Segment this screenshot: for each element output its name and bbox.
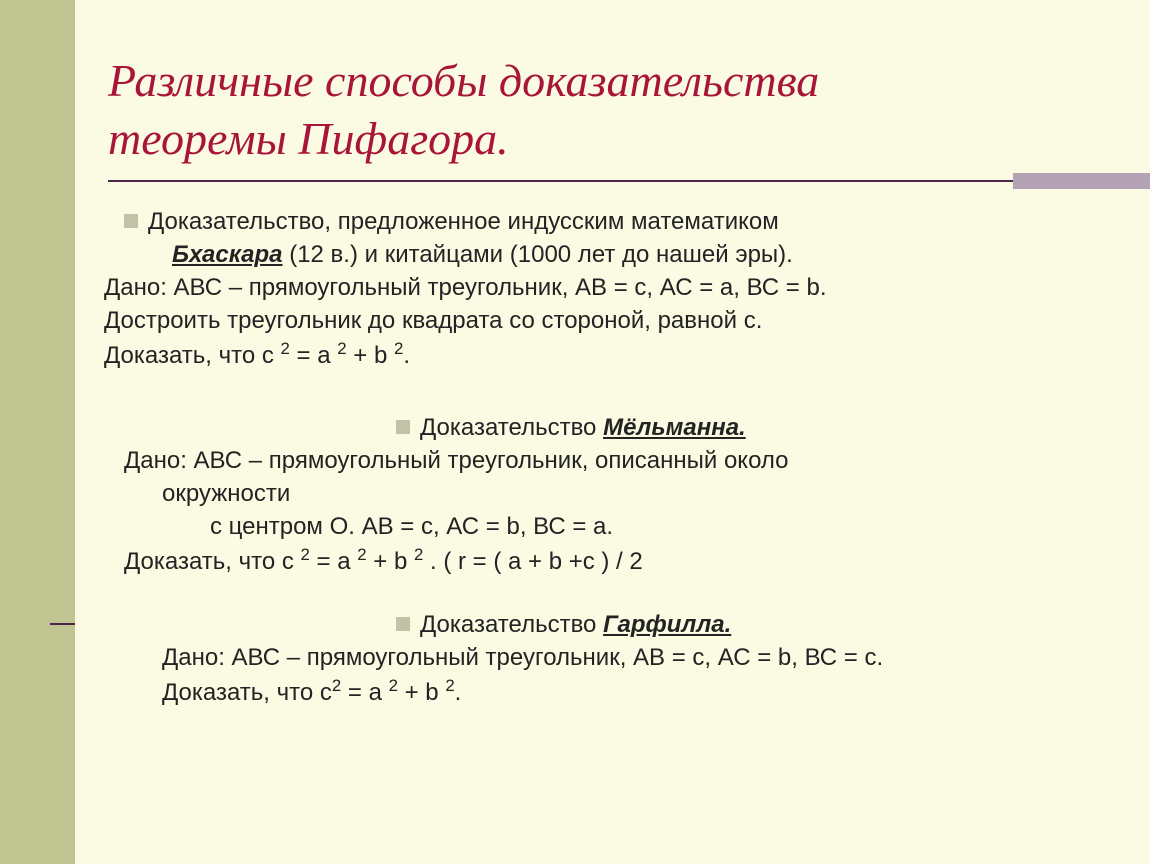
s1-prove: Доказать, что с 2 = а 2 + b 2. <box>104 337 1100 372</box>
s1-intro-post: (12 в.) и китайцами (1000 лет до нашей э… <box>283 241 793 268</box>
bullet-icon <box>396 617 410 631</box>
s1-given: Дано: АВС – прямоугольный треугольник, А… <box>104 271 1100 304</box>
s3-prove: Доказать, что с2 = а 2 + b 2. <box>162 674 1100 709</box>
bullet-icon <box>396 420 410 434</box>
sidebar-decor <box>0 0 75 864</box>
s3-author: Гарфилла. <box>603 611 731 638</box>
s2-given1: Дано: АВС – прямоугольный треугольник, о… <box>124 444 1100 477</box>
bullet-icon <box>124 214 138 228</box>
s2-heading-pre: Доказательство <box>420 414 603 441</box>
accent-bar <box>1013 173 1150 189</box>
s3-given: Дано: АВС – прямоугольный треугольник, А… <box>162 641 1100 674</box>
s2-author: Мёльманна. <box>603 414 746 441</box>
section1-intro: Доказательство, предложенное индусским м… <box>124 205 1100 238</box>
section3-heading: Доказательство Гарфилла. <box>396 608 1100 641</box>
s2-given3: с центром О. АВ = с, АС = b, ВС = а. <box>210 510 1100 543</box>
s1-construct: Достроить треугольник до квадрата со сто… <box>104 304 1100 337</box>
s2-prove: Доказать, что с 2 = а 2 + b 2 . ( r = ( … <box>124 543 1100 578</box>
s2-given2: окружности <box>162 477 1100 510</box>
s3-heading-pre: Доказательство <box>420 611 603 638</box>
section1-author-line: Бхаскара (12 в.) и китайцами (1000 лет д… <box>172 238 1100 271</box>
slide-content: Доказательство, предложенное индусским м… <box>100 205 1100 709</box>
short-divider <box>50 623 75 625</box>
section2-heading: Доказательство Мёльманна. <box>396 411 1100 444</box>
s1-intro-pre: Доказательство, предложенное индусским м… <box>148 208 779 235</box>
title-divider <box>108 180 1013 182</box>
s1-author: Бхаскара <box>172 241 283 268</box>
slide-title: Различные способы доказательства теоремы… <box>108 52 1008 167</box>
